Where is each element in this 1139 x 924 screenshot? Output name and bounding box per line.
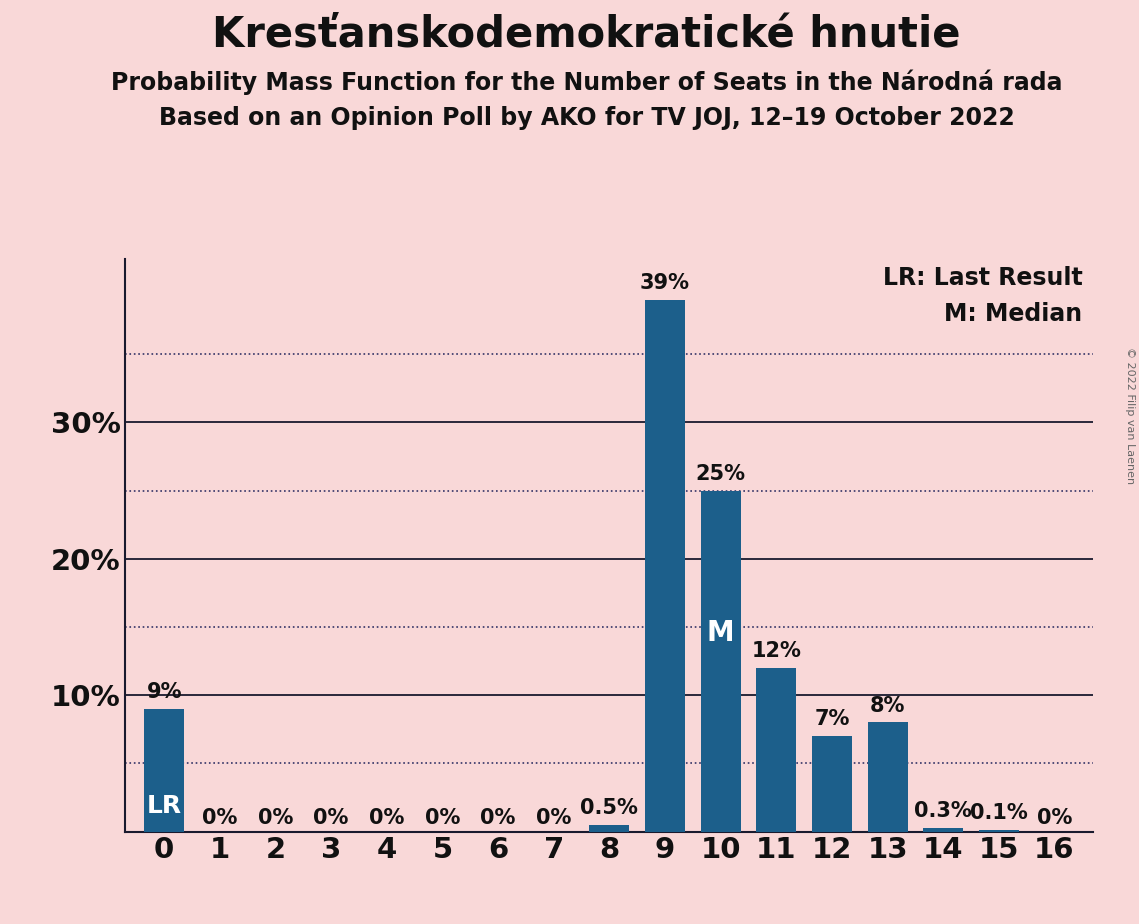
- Text: 0%: 0%: [369, 808, 404, 828]
- Text: Kresťanskodemokratické hnutie: Kresťanskodemokratické hnutie: [212, 14, 961, 55]
- Text: 0.5%: 0.5%: [581, 798, 638, 818]
- Text: 0%: 0%: [313, 808, 349, 828]
- Text: 7%: 7%: [814, 710, 850, 729]
- Bar: [145, 709, 185, 832]
- Text: M: M: [707, 619, 735, 648]
- Bar: [589, 825, 630, 832]
- Text: M: Median: M: Median: [944, 302, 1082, 326]
- Text: Based on an Opinion Poll by AKO for TV JOJ, 12–19 October 2022: Based on an Opinion Poll by AKO for TV J…: [158, 106, 1015, 130]
- Text: 0.3%: 0.3%: [915, 801, 972, 821]
- Text: 8%: 8%: [870, 696, 906, 716]
- Text: 0%: 0%: [481, 808, 516, 828]
- Text: 25%: 25%: [696, 464, 746, 484]
- Text: Probability Mass Function for the Number of Seats in the Národná rada: Probability Mass Function for the Number…: [110, 69, 1063, 95]
- Text: 0.1%: 0.1%: [970, 803, 1027, 823]
- Bar: [868, 723, 908, 832]
- Text: 0%: 0%: [536, 808, 572, 828]
- Text: 9%: 9%: [147, 682, 182, 702]
- Text: LR: LR: [147, 794, 182, 818]
- Text: 0%: 0%: [425, 808, 460, 828]
- Bar: [700, 491, 740, 832]
- Text: 0%: 0%: [257, 808, 293, 828]
- Bar: [756, 668, 796, 832]
- Text: 0%: 0%: [1036, 808, 1072, 828]
- Text: 0%: 0%: [203, 808, 238, 828]
- Bar: [812, 736, 852, 832]
- Bar: [924, 828, 964, 832]
- Text: 39%: 39%: [640, 273, 690, 293]
- Text: © 2022 Filip van Laenen: © 2022 Filip van Laenen: [1125, 347, 1134, 484]
- Text: 12%: 12%: [752, 641, 801, 661]
- Bar: [645, 299, 685, 832]
- Bar: [978, 831, 1019, 832]
- Text: LR: Last Result: LR: Last Result: [883, 265, 1082, 289]
